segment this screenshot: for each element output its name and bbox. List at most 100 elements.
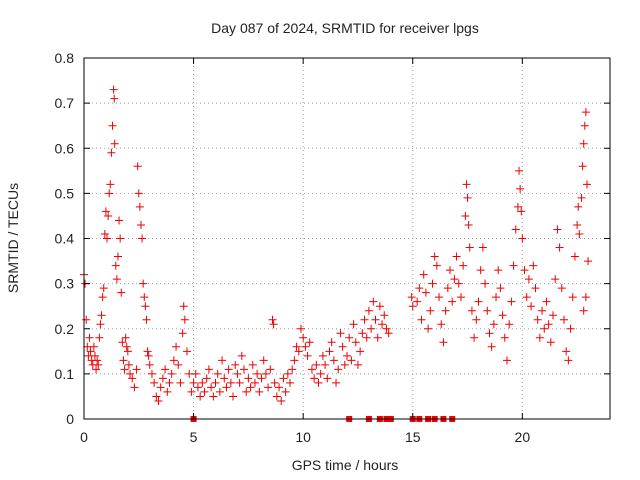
data-point — [509, 261, 518, 270]
data-point — [574, 202, 583, 211]
data-point — [373, 333, 382, 342]
data-point — [158, 374, 167, 383]
data-point — [579, 306, 588, 315]
data-point — [270, 378, 279, 387]
data-point — [145, 360, 154, 369]
data-point — [144, 351, 153, 360]
data-point — [169, 356, 178, 365]
data-point — [544, 320, 553, 329]
data-point — [358, 329, 367, 338]
data-point — [209, 392, 218, 401]
data-point — [100, 229, 109, 238]
data-point — [407, 293, 416, 302]
data-point — [538, 306, 547, 315]
data-point — [578, 162, 587, 171]
data-point — [135, 202, 144, 211]
data-point — [213, 369, 222, 378]
data-point — [483, 306, 492, 315]
data-point — [492, 293, 501, 302]
data-point — [266, 365, 275, 374]
data-point — [257, 374, 266, 383]
data-point — [557, 284, 566, 293]
data-point — [437, 320, 446, 329]
data-point — [147, 369, 156, 378]
data-point — [239, 365, 248, 374]
data-point — [570, 252, 579, 261]
y-tick-label: 0.5 — [55, 185, 75, 201]
data-point — [470, 333, 479, 342]
data-point — [533, 315, 542, 324]
data-point — [459, 261, 468, 270]
data-point — [498, 311, 507, 320]
data-point — [426, 306, 435, 315]
data-point — [231, 360, 240, 369]
data-point — [264, 383, 273, 392]
data-point — [502, 356, 511, 365]
x-axis-label: GPS time / hours — [292, 457, 399, 473]
data-point — [281, 387, 290, 396]
y-tick-label: 0.8 — [55, 50, 75, 66]
data-point — [279, 374, 288, 383]
data-point — [180, 315, 189, 324]
data-point — [152, 392, 161, 401]
data-point — [94, 360, 103, 369]
data-point — [118, 338, 127, 347]
data-point — [141, 302, 150, 311]
data-point — [97, 311, 106, 320]
data-point — [496, 284, 505, 293]
data-point — [581, 108, 590, 117]
data-point — [215, 387, 224, 396]
data-point — [269, 320, 278, 329]
data-point — [579, 139, 588, 148]
data-point — [343, 351, 351, 360]
data-point — [369, 297, 378, 306]
data-point — [450, 275, 459, 284]
data-point — [207, 383, 216, 392]
data-point — [235, 378, 244, 387]
data-point — [522, 293, 531, 302]
axis-ticks: 0 0.1 0.2 0.3 0.4 0.5 0.6 0.7 0.8 0 5 10 15 20 — [55, 50, 610, 445]
data-point — [283, 369, 292, 378]
data-point — [516, 184, 525, 193]
data-point — [323, 374, 332, 383]
data-point — [573, 220, 582, 229]
data-point — [500, 333, 509, 342]
data-point — [105, 189, 114, 198]
data-point — [250, 378, 259, 387]
y-tick-label: 0 — [66, 411, 74, 427]
x-tick-label: 15 — [405, 429, 421, 445]
data-point — [85, 333, 94, 342]
data-point — [237, 351, 246, 360]
data-point — [562, 347, 571, 356]
data-point — [163, 387, 172, 396]
data-point — [204, 365, 213, 374]
y-axis-label: SRMTID / TECUs — [5, 183, 21, 293]
data-point — [143, 347, 152, 356]
data-point — [454, 279, 463, 288]
data-point — [464, 220, 473, 229]
data-point — [334, 365, 343, 374]
data-point — [174, 360, 183, 369]
data-point — [307, 365, 316, 374]
data-point — [382, 324, 391, 333]
data-point — [142, 315, 151, 324]
data-point — [189, 378, 198, 387]
data-point — [255, 387, 264, 396]
data-point — [476, 266, 485, 275]
data-point — [150, 378, 159, 387]
data-point — [461, 211, 470, 220]
data-point — [551, 275, 560, 284]
data-points — [80, 85, 593, 422]
data-point — [112, 275, 121, 284]
data-point — [581, 293, 590, 302]
data-point — [303, 351, 312, 360]
y-tick-label: 0.4 — [55, 231, 75, 247]
data-point — [505, 320, 514, 329]
data-point — [325, 347, 334, 356]
y-tick-label: 0.3 — [55, 276, 75, 292]
data-point — [305, 338, 314, 347]
data-point — [430, 252, 439, 261]
data-point — [134, 189, 143, 198]
data-point — [299, 333, 308, 342]
